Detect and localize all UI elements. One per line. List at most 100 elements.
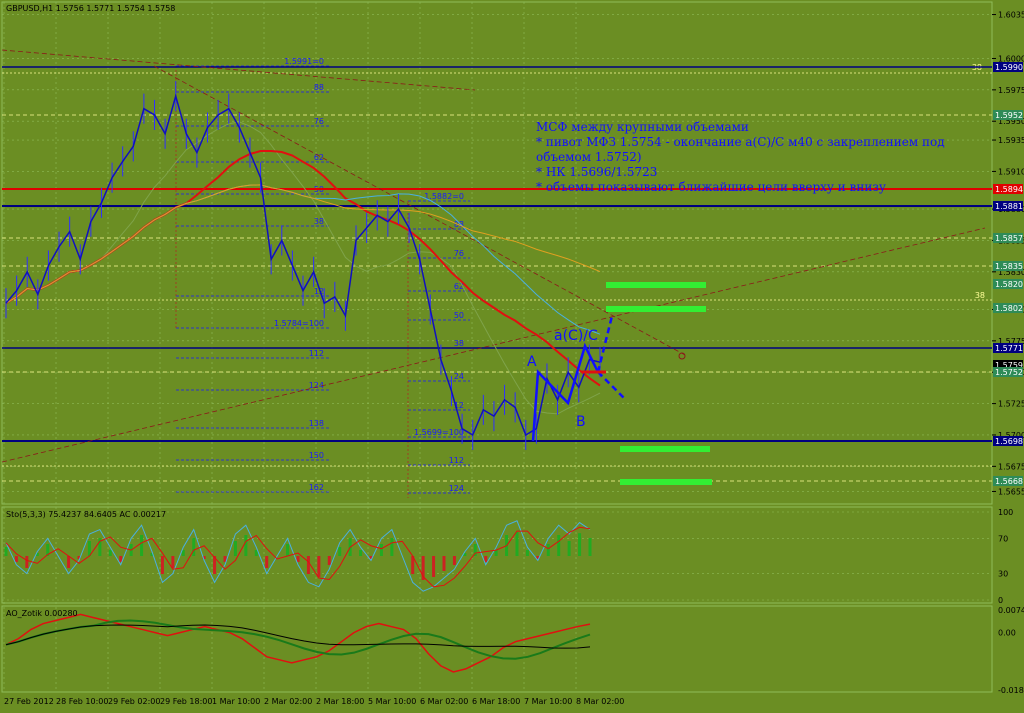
y-tick-label: 1.5935 — [998, 136, 1024, 145]
price-tag — [993, 261, 1023, 271]
volume-target-zone — [620, 446, 710, 452]
sto-y-tick-label: 30 — [998, 570, 1008, 579]
fib-level-label: 112 — [449, 456, 464, 465]
price-tag — [993, 201, 1023, 211]
trend-line — [1, 227, 986, 463]
price-tag — [993, 343, 1023, 353]
price-tag — [993, 110, 1023, 120]
fib-level-label: 124 — [449, 484, 464, 493]
y-tick-label: 1.5975 — [998, 86, 1024, 95]
annotation-block: МСФ между крупными объемами * пивот МФЗ … — [536, 120, 945, 194]
x-tick-label: 6 Mar 02:00 — [420, 697, 468, 706]
price-tag — [993, 367, 1023, 377]
x-tick-label: 2 Mar 18:00 — [316, 697, 364, 706]
fib-level-label: 38 — [454, 339, 464, 348]
fib-level-label: 12 — [314, 287, 324, 296]
annotation-line-2: * пивот МФЗ 1.5754 - окончание a(C)/C м4… — [536, 135, 945, 149]
fib-extension-label: 38 — [975, 291, 985, 300]
fib-level-label: 1.5991=0 — [284, 57, 324, 66]
sto-y-tick-label: 100 — [998, 508, 1013, 517]
sto-panel-header: Sto(5,3,3) 75.4237 84.6405 AC 0.00217 — [6, 510, 166, 519]
fib-level-label: 150 — [309, 451, 324, 460]
sto-y-tick-label: 70 — [998, 534, 1008, 543]
trend-line — [153, 65, 686, 356]
fib-level-label: 162 — [309, 483, 324, 492]
fib-level-label: 62 — [454, 282, 464, 291]
price-tag-label: 1.5894 — [995, 185, 1023, 194]
annotation-line-3: объемом 1.5752) — [536, 150, 642, 164]
fib-level-label: 124 — [309, 381, 324, 390]
y-tick-label: 1.5655 — [998, 487, 1024, 496]
x-tick-label: 8 Mar 02:00 — [576, 697, 624, 706]
trend-line — [1, 49, 476, 91]
ao-y-tick-label: 0.00747 — [998, 606, 1024, 615]
price-tag — [993, 184, 1023, 194]
y-tick-label: 1.5910 — [998, 167, 1024, 176]
ao-panel-header: AO_Zotik 0.00280 — [6, 609, 78, 618]
volume-target-zone — [606, 306, 706, 312]
ao-panel[interactable] — [1, 605, 993, 693]
price-tag-label: 1.5820 — [995, 280, 1023, 289]
price-tag — [993, 436, 1023, 446]
x-tick-label: 27 Feb 2012 — [4, 697, 54, 706]
annotation-line-1: МСФ между крупными объемами — [536, 120, 749, 134]
trend-line-end — [678, 352, 686, 360]
fib-level-label: 1.5699=100 — [414, 428, 464, 437]
fib-level-label: 112 — [309, 349, 324, 358]
fib-level-label: 1.5784=100 — [274, 319, 324, 328]
x-tick-label: 5 Mar 10:00 — [368, 697, 416, 706]
price-tag-label: 1.5881 — [995, 202, 1023, 211]
price-tag-label: 1.5771 — [995, 344, 1023, 353]
fib-level-label: 50 — [454, 311, 464, 320]
price-tag-label: 1.5802 — [995, 304, 1023, 313]
x-tick-label: 1 Mar 10:00 — [212, 697, 260, 706]
wave-path — [531, 342, 600, 442]
price-tag-label: 1.5990 — [995, 63, 1023, 72]
fib-level-label: 1.5882=0 — [424, 192, 464, 201]
ma-very-long-line — [5, 184, 601, 304]
price-tag — [993, 303, 1023, 313]
fib-level-label: 62 — [314, 153, 324, 162]
x-tick-label: 2 Mar 02:00 — [264, 697, 312, 706]
price-tag — [993, 62, 1023, 72]
ao-main-line — [5, 613, 591, 673]
x-tick-label: 29 Feb 02:00 — [108, 697, 160, 706]
x-tick-label: 29 Feb 18:00 — [160, 697, 212, 706]
y-tick-label: 1.5725 — [998, 400, 1024, 409]
main-panel-header: GBPUSD,H1 1.5756 1.5771 1.5754 1.5758 — [6, 4, 175, 13]
fib-level-label: 38 — [314, 217, 324, 226]
y-tick-label: 1.5950 — [998, 117, 1024, 126]
y-tick-label: 1.5700 — [998, 431, 1024, 440]
ao-y-tick-label: -0.01897 — [998, 686, 1024, 695]
main-panel[interactable] — [1, 1, 993, 505]
ao-long-line — [5, 624, 591, 649]
volume-target-zone — [606, 282, 706, 288]
price-tag-label: 1.5698 — [995, 437, 1023, 446]
x-tick-label: 28 Feb 10:00 — [56, 697, 108, 706]
ao-y-tick-label: 0.00 — [998, 629, 1016, 638]
fib-level-label: 24 — [454, 372, 464, 381]
x-tick-label: 6 Mar 18:00 — [472, 697, 520, 706]
price-tag-label: 1.5759 — [995, 361, 1023, 370]
sto-signal-line — [5, 526, 591, 588]
price-tag — [993, 233, 1023, 243]
x-tick-label: 7 Mar 10:00 — [524, 697, 572, 706]
sto-main-line — [5, 520, 591, 592]
price-line — [5, 93, 601, 437]
volume-target-zone — [620, 479, 712, 485]
sto-y-tick-label: 0 — [998, 596, 1003, 605]
price-tag-label: 1.5952 — [995, 111, 1023, 120]
wave-label-a: A — [527, 354, 537, 370]
fib-level-label: 138 — [309, 419, 324, 428]
y-tick-label: 1.5775 — [998, 337, 1024, 346]
y-tick-label: 1.5830 — [998, 268, 1024, 277]
wave-label-b: B — [576, 414, 586, 430]
ao-signal-line — [5, 619, 591, 660]
y-tick-label: 1.6000 — [998, 54, 1024, 63]
price-tag — [993, 279, 1023, 289]
wave-projection-down — [597, 371, 625, 399]
price-tag-label: 1.5835 — [995, 262, 1023, 271]
price-tag — [993, 360, 1023, 370]
